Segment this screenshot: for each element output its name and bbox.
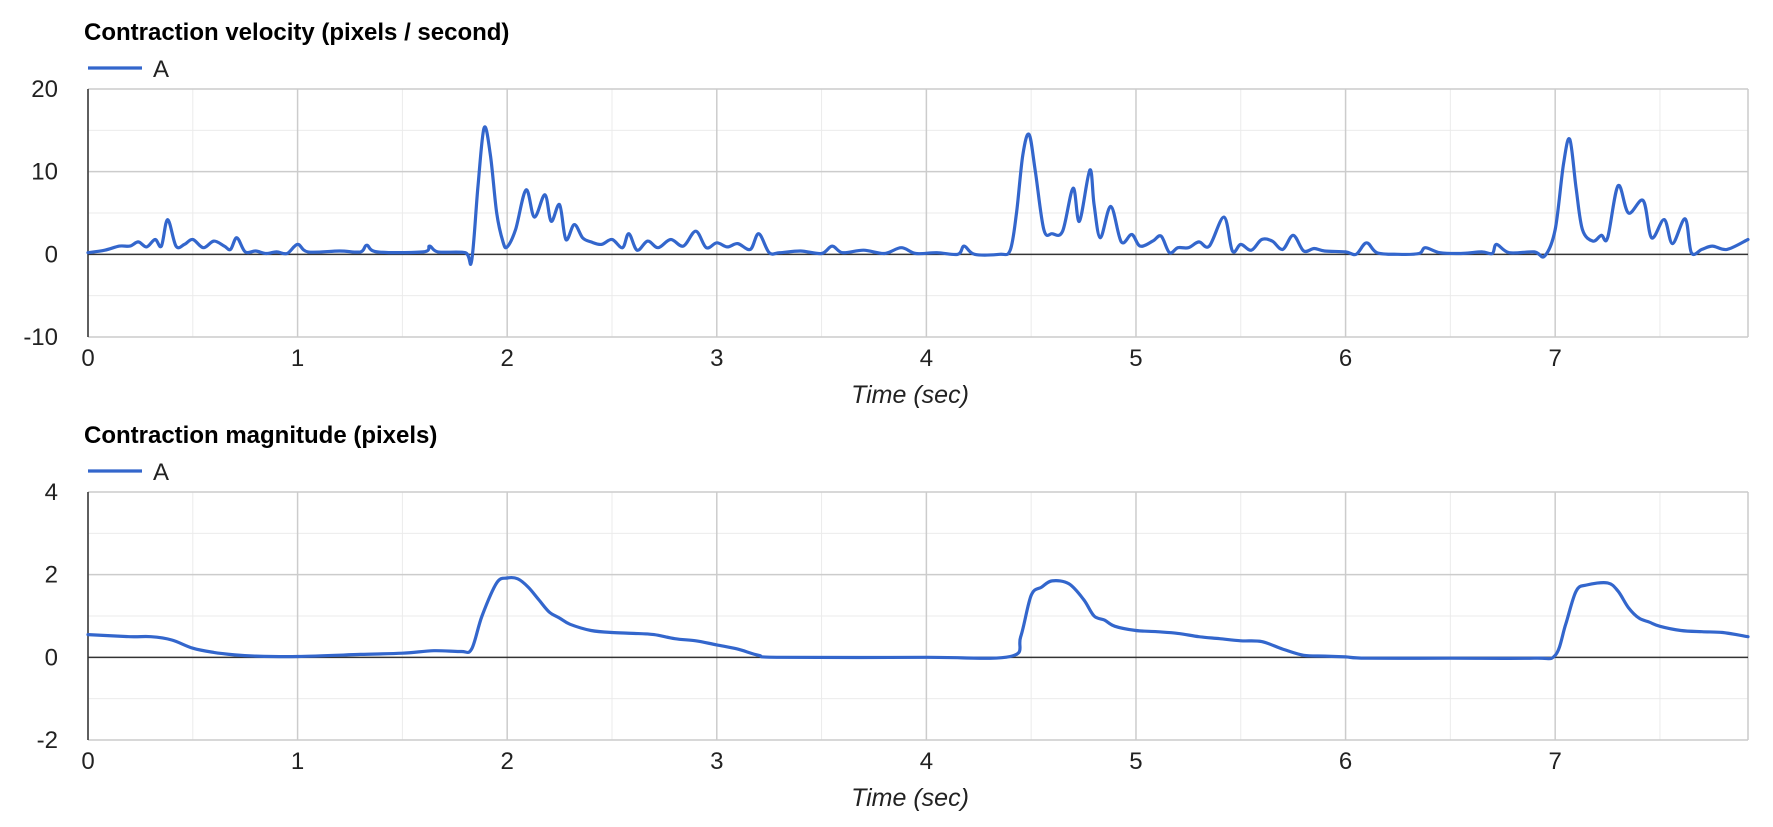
series-line-A — [86, 575, 1750, 661]
y-tick-label: 4 — [45, 479, 58, 506]
y-tick-label: -10 — [23, 324, 58, 351]
x-tick-label: 0 — [81, 748, 94, 775]
y-tick-label: 10 — [31, 159, 58, 186]
x-tick-label: 7 — [1548, 345, 1561, 372]
x-tick-label: 4 — [920, 748, 933, 775]
x-axis-label: Time (sec) — [851, 784, 969, 812]
legend: A — [88, 459, 169, 486]
y-tick-label: 0 — [45, 644, 58, 671]
chart-title: Contraction magnitude (pixels) — [84, 422, 437, 449]
x-tick-label: 7 — [1548, 748, 1561, 775]
x-tick-label: 1 — [291, 345, 304, 372]
x-tick-label: 6 — [1339, 748, 1352, 775]
x-tick-label: 3 — [710, 345, 723, 372]
legend-label: A — [153, 459, 169, 486]
x-tick-label: 5 — [1129, 748, 1142, 775]
x-tick-label: 6 — [1339, 345, 1352, 372]
x-tick-label: 4 — [920, 345, 933, 372]
chart-title: Contraction velocity (pixels / second) — [84, 19, 509, 46]
y-tick-label: 0 — [45, 241, 58, 268]
x-tick-label: 1 — [291, 748, 304, 775]
chart-2: 0 1 2 3 4 5 6 7 -2 0 2 4 A Contraction magnitude (pix… — [37, 422, 1750, 812]
legend-label: A — [153, 56, 169, 83]
x-axis-label: Time (sec) — [851, 381, 969, 409]
x-tick-label: 2 — [501, 748, 514, 775]
x-tick-label: 0 — [81, 345, 94, 372]
x-tick-label: 5 — [1129, 345, 1142, 372]
y-tick-label: 20 — [31, 76, 58, 103]
chart-1: 0 1 2 3 4 5 6 7 -10 0 10 20 A Contraction velocity (p… — [23, 19, 1750, 409]
series-line-A — [86, 125, 1750, 266]
legend: A — [88, 56, 169, 83]
x-tick-label: 3 — [710, 748, 723, 775]
y-tick-label: -2 — [37, 727, 58, 754]
y-tick-label: 2 — [45, 562, 58, 589]
x-tick-label: 2 — [501, 345, 514, 372]
